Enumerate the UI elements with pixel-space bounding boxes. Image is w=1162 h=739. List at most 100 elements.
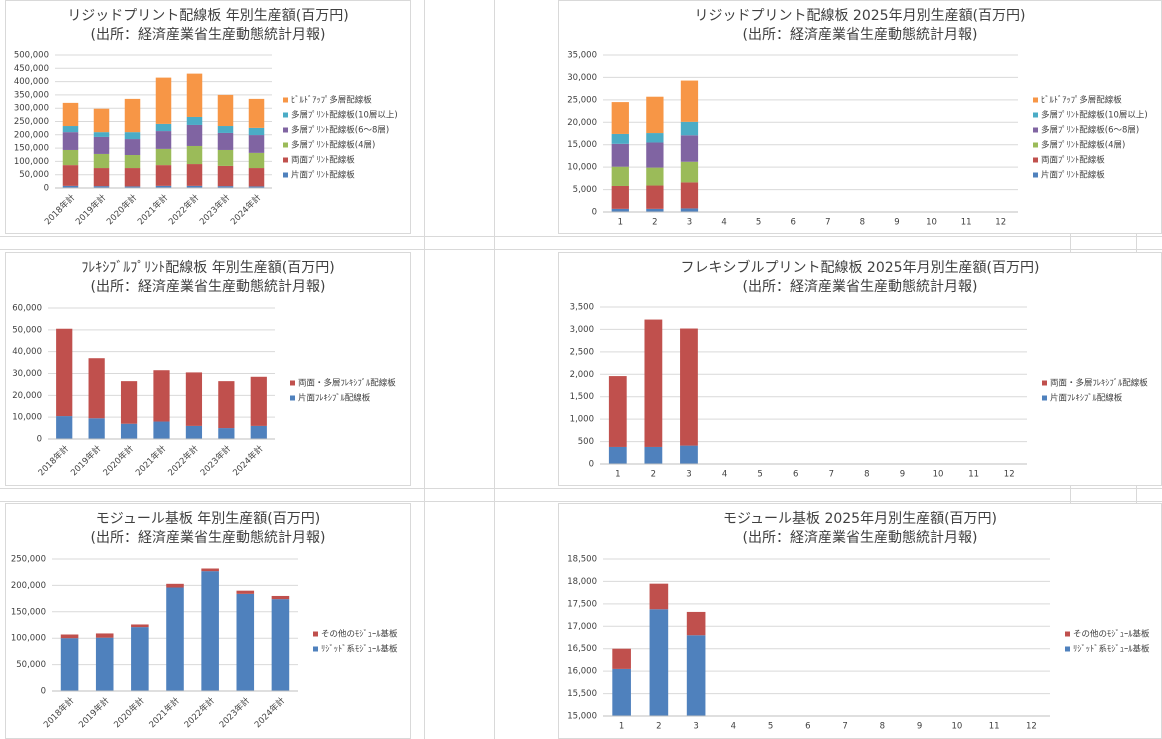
legend-swatch [313, 646, 318, 652]
y-tick-label: 0 [44, 184, 49, 194]
bar-segment [649, 583, 669, 610]
bar-segment [62, 102, 79, 127]
bar-segment [155, 185, 172, 188]
bar-segment [248, 135, 265, 153]
bar-segment [88, 418, 105, 439]
x-tick-label: 7 [825, 218, 830, 228]
bar-segment [95, 637, 114, 691]
y-tick-label: 0 [41, 687, 46, 697]
bar-segment [646, 142, 664, 168]
x-tick-label: 10 [951, 722, 962, 732]
bar-segment [124, 132, 141, 140]
y-tick-label: 100,000 [11, 634, 46, 644]
bar-segment [201, 571, 219, 691]
chart-title: モジュール基板 年別生産額(百万円) [96, 510, 320, 527]
y-tick-label: 350,000 [14, 90, 49, 100]
bar-segment [248, 152, 265, 169]
bar-segment [155, 165, 172, 186]
bar-segment [166, 587, 184, 691]
x-tick-label: 10 [926, 218, 937, 228]
bar-segment [120, 381, 138, 424]
bar-segment [201, 568, 219, 572]
y-tick-label: 18,000 [567, 577, 597, 587]
bar-segment [248, 168, 265, 187]
bar-segment [93, 136, 110, 154]
bar-segment [646, 96, 664, 134]
legend-swatch [1033, 142, 1038, 148]
bar-segment [646, 208, 664, 212]
chart-subtitle: (出所：経済産業省生産動態統計月報) [743, 530, 978, 546]
bar-segment [217, 186, 234, 188]
bar-segment [62, 126, 79, 133]
x-tick-label: 1 [619, 722, 624, 732]
bar-segment [93, 186, 110, 188]
legend-label: 片面ﾌﾚｷｼﾌﾞﾙ配線板 [298, 393, 371, 404]
legend-label: 両面ﾌﾟﾘﾝﾄ配線板 [1041, 155, 1105, 166]
legend-label: 多層ﾌﾟﾘﾝﾄ配線板(6～8層) [1041, 125, 1139, 136]
y-tick-label: 17,000 [567, 622, 597, 632]
y-tick-label: 17,500 [567, 599, 597, 609]
chart-subtitle: (出所：経済産業省生産動態統計月報) [91, 279, 326, 295]
x-tick-label: 3 [687, 218, 692, 228]
bar-segment [644, 446, 663, 464]
bar-segment [124, 139, 141, 156]
bar-segment [611, 185, 629, 209]
y-tick-label: 0 [592, 208, 597, 218]
x-tick-label: 6 [793, 470, 798, 480]
bar-segment [686, 635, 706, 716]
y-tick-label: 50,000 [12, 325, 42, 335]
x-tick-label: 4 [731, 722, 736, 732]
bar-segment [644, 319, 663, 447]
bar-segment [680, 208, 699, 212]
legend-swatch [1033, 127, 1038, 133]
bar-segment [186, 145, 203, 165]
legend-label: ﾘｼﾞｯﾄﾞ系ﾓｼﾞｭｰﾙ基板 [1073, 644, 1150, 655]
x-tick-label: 8 [880, 722, 885, 732]
legend-swatch [283, 97, 288, 103]
x-tick-label: 8 [860, 218, 865, 228]
x-tick-label: 11 [968, 470, 979, 480]
legend-label: その他のﾓｼﾞｭｰﾙ基板 [321, 629, 398, 640]
bar-segment [93, 108, 110, 133]
chart-title: フレキシブルプリント配線板 2025年月別生産額(百万円) [680, 259, 1039, 276]
x-tick-label: 6 [805, 722, 810, 732]
bar-segment [88, 358, 105, 419]
legend-swatch [1042, 395, 1047, 401]
bar-segment [218, 381, 235, 429]
chart-subtitle: (出所：経済産業省生産動態統計月報) [91, 27, 326, 43]
y-tick-label: 40,000 [12, 347, 42, 357]
bar-segment [250, 376, 267, 426]
legend-label: 片面ﾌﾟﾘﾝﾄ配線板 [1041, 170, 1105, 181]
legend-swatch [283, 127, 288, 133]
legend-label: 両面ﾌﾟﾘﾝﾄ配線板 [291, 155, 355, 166]
bar-segment [646, 133, 664, 143]
legend-swatch [283, 157, 288, 163]
y-tick-label: 500 [578, 437, 594, 447]
x-tick-label: 12 [1026, 722, 1037, 732]
bar-segment [131, 624, 149, 628]
legend-swatch [283, 172, 288, 178]
legend-swatch [1042, 380, 1047, 386]
chart-panel: ﾌﾚｷｼﾌﾞﾙﾌﾟﾘﾝﾄ配線板 年別生産額(百万円) (出所：経済産業省生産動態統… [5, 252, 411, 486]
y-tick-label: 15,500 [567, 689, 597, 699]
x-tick-label: 4 [721, 218, 726, 228]
y-tick-label: 200,000 [11, 581, 46, 591]
y-tick-label: 50,000 [16, 660, 46, 670]
bar-segment [248, 98, 265, 128]
chart-panel: リジッドプリント配線板 年別生産額(百万円) (出所：経済産業省生産動態統計月報)… [5, 0, 411, 234]
y-tick-label: 150,000 [11, 607, 46, 617]
bar-segment [186, 185, 203, 188]
legend-label: その他のﾓｼﾞｭｰﾙ基板 [1073, 629, 1150, 640]
bar-segment [611, 133, 629, 144]
bar-segment [680, 182, 699, 209]
bar-segment [611, 166, 629, 186]
y-tick-label: 1,500 [570, 392, 594, 402]
legend-label: 片面ﾌﾚｷｼﾌﾞﾙ配線板 [1050, 393, 1123, 404]
y-tick-label: 2,000 [570, 370, 594, 380]
bar-segment [153, 421, 170, 439]
bar-segment [120, 423, 138, 439]
x-tick-label: 5 [756, 218, 761, 228]
bar-segment [271, 595, 290, 600]
bar-segment [250, 425, 267, 439]
y-tick-label: 20,000 [12, 391, 42, 401]
